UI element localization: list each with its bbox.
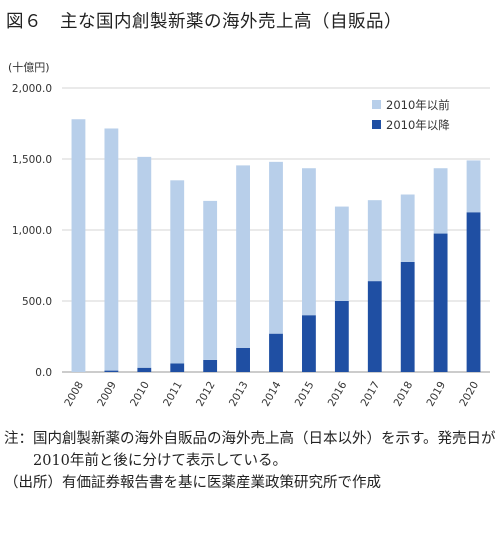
legend-swatch [372, 100, 381, 109]
bar-segment-after-2010 [137, 367, 152, 372]
bar-segment-before-2010 [170, 180, 185, 364]
x-tick-label: 2017 [359, 380, 383, 409]
note-prefix: 注： [4, 431, 33, 447]
y-tick-label: 1,500.0 [12, 154, 52, 166]
bar-segment-before-2010 [104, 128, 119, 371]
legend: 2010年以前 2010年以降 [372, 98, 450, 132]
note-text: 国内創製新薬の海外自販品の海外売上高（日本以外）を示す。発売日が2010年前と後… [33, 431, 496, 469]
y-axis-ticks: 0.0 500.0 1,000.0 1,500.0 2,000.0 [12, 83, 52, 379]
x-axis-ticks: 2008 2009 2010 2011 2012 2013 2014 2015 2016 2017… [62, 379, 481, 408]
bar-segment-before-2010 [334, 206, 349, 301]
x-tick-label: 2019 [424, 380, 448, 409]
bar-segment-after-2010 [236, 347, 250, 372]
notes: 注： 国内創製新薬の海外自販品の海外売上高（日本以外）を示す。発売日が2010年… [4, 428, 498, 494]
bar-segment-before-2010 [71, 119, 86, 373]
x-tick-label: 2012 [194, 380, 218, 409]
bar-segment-after-2010 [466, 212, 481, 372]
bars [71, 119, 481, 373]
x-tick-label: 2018 [392, 380, 416, 409]
y-tick-label: 500.0 [22, 296, 52, 308]
x-tick-label: 2011 [161, 380, 185, 409]
bar-segment-after-2010 [203, 359, 218, 372]
note-row: 注： 国内創製新薬の海外自販品の海外売上高（日本以外）を示す。発売日が2010年… [4, 428, 498, 472]
bar-segment-after-2010 [302, 315, 316, 372]
y-tick-label: 2,000.0 [12, 83, 52, 95]
bar-segment-after-2010 [334, 301, 349, 372]
legend-label: 2010年以降 [386, 118, 450, 132]
bar-segment-after-2010 [170, 363, 185, 372]
x-tick-label: 2009 [95, 380, 119, 409]
x-tick-label: 2008 [62, 380, 86, 409]
x-tick-label: 2014 [260, 379, 284, 408]
bar-segment-before-2010 [302, 168, 316, 316]
source-row: （出所） 有価証券報告書を基に医薬産業政策研究所で作成 [4, 472, 498, 494]
legend-swatch [372, 120, 381, 129]
bar-segment-after-2010 [433, 233, 448, 372]
x-tick-label: 2016 [326, 379, 350, 408]
bar-segment-before-2010 [236, 165, 250, 348]
bar-segment-before-2010 [466, 160, 481, 213]
y-tick-label: 0.0 [35, 367, 52, 379]
source-prefix: （出所） [4, 475, 62, 491]
source-text: 有価証券報告書を基に医薬産業政策研究所で作成 [62, 475, 381, 491]
y-tick-label: 1,000.0 [12, 225, 52, 237]
bar-segment-after-2010 [269, 333, 283, 372]
x-tick-label: 2020 [457, 380, 481, 409]
x-tick-label: 2010 [128, 380, 152, 409]
figure-title: 図６ 主な国内創製新薬の海外売上高（自販品） [6, 12, 402, 32]
bar-segment-after-2010 [104, 370, 119, 372]
x-tick-label: 2013 [227, 380, 251, 409]
bar-segment-after-2010 [367, 281, 382, 372]
legend-label: 2010年以前 [386, 98, 450, 112]
bar-segment-before-2010 [367, 200, 382, 282]
bar-segment-before-2010 [400, 194, 415, 262]
bar-segment-before-2010 [433, 168, 448, 234]
bar-segment-before-2010 [137, 156, 152, 368]
bar-segment-before-2010 [269, 161, 283, 334]
bar-segment-before-2010 [203, 200, 218, 360]
bar-segment-after-2010 [400, 261, 415, 372]
x-tick-label: 2015 [293, 380, 317, 409]
y-unit-label: (十億円) [8, 60, 50, 74]
